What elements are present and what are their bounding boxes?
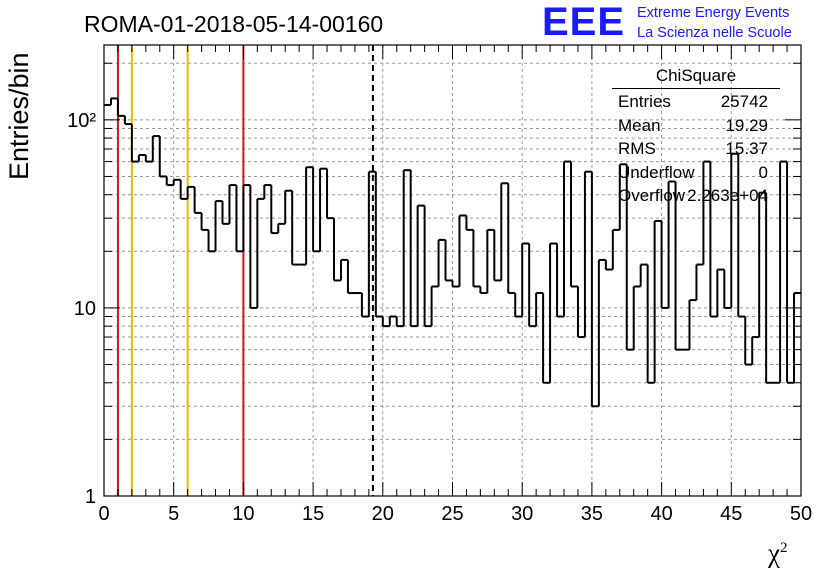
stats-row: Overflow 2.263e+04 bbox=[612, 183, 780, 207]
x-tick-label: 50 bbox=[790, 503, 812, 525]
stats-key: Overflow bbox=[618, 186, 686, 205]
x-tick-label: 35 bbox=[581, 503, 603, 525]
x-tick-label: 10 bbox=[232, 503, 254, 525]
x-tick-label: 20 bbox=[372, 503, 394, 525]
stats-key: Entries bbox=[618, 92, 671, 111]
y-axis-label: Entries/bin bbox=[4, 52, 34, 180]
x-axis-label-superscript: 2 bbox=[779, 540, 788, 556]
x-axis-label: χ2 bbox=[768, 538, 787, 569]
stats-row: Mean 19.29 bbox=[612, 113, 780, 137]
stats-key: Underflow bbox=[618, 162, 695, 182]
stats-key: Mean bbox=[618, 115, 661, 135]
eee-logo-line1: Extreme Energy Events bbox=[637, 5, 790, 21]
eee-logo-line2: La Scienza nelle Scuole bbox=[637, 25, 792, 41]
stats-row: Entries 25742 bbox=[612, 89, 780, 113]
x-tick-label: 45 bbox=[720, 503, 742, 525]
x-tick-label: 0 bbox=[98, 503, 109, 525]
stats-value: 25742 bbox=[720, 92, 768, 111]
x-tick-label: 25 bbox=[441, 503, 463, 525]
stats-value: 15.37 bbox=[725, 139, 768, 158]
stats-key: RMS bbox=[618, 139, 656, 158]
eee-logo: EEE bbox=[542, 0, 626, 44]
x-tick-label: 40 bbox=[650, 503, 672, 525]
x-tick-label: 5 bbox=[168, 503, 179, 525]
plot-title: ROMA-01-2018-05-14-00160 bbox=[84, 11, 384, 37]
stats-title: ChiSquare bbox=[612, 66, 780, 89]
stats-value: 0 bbox=[758, 162, 768, 182]
y-tick-label: 1 bbox=[85, 486, 96, 508]
stats-value: 19.29 bbox=[725, 115, 768, 135]
y-tick-label: 10 bbox=[74, 298, 96, 320]
stats-box: ChiSquare Entries 25742 Mean 19.29 RMS 15.3… bbox=[612, 66, 780, 207]
x-tick-label: 30 bbox=[511, 503, 533, 525]
y-tick-label: 10² bbox=[67, 110, 96, 132]
x-tick-label: 15 bbox=[302, 503, 324, 525]
stats-value: 2.263e+04 bbox=[687, 186, 768, 205]
stats-row: RMS 15.37 bbox=[612, 136, 780, 160]
stats-row: Underflow 0 bbox=[612, 160, 780, 184]
x-axis-label-base: χ bbox=[768, 538, 780, 568]
